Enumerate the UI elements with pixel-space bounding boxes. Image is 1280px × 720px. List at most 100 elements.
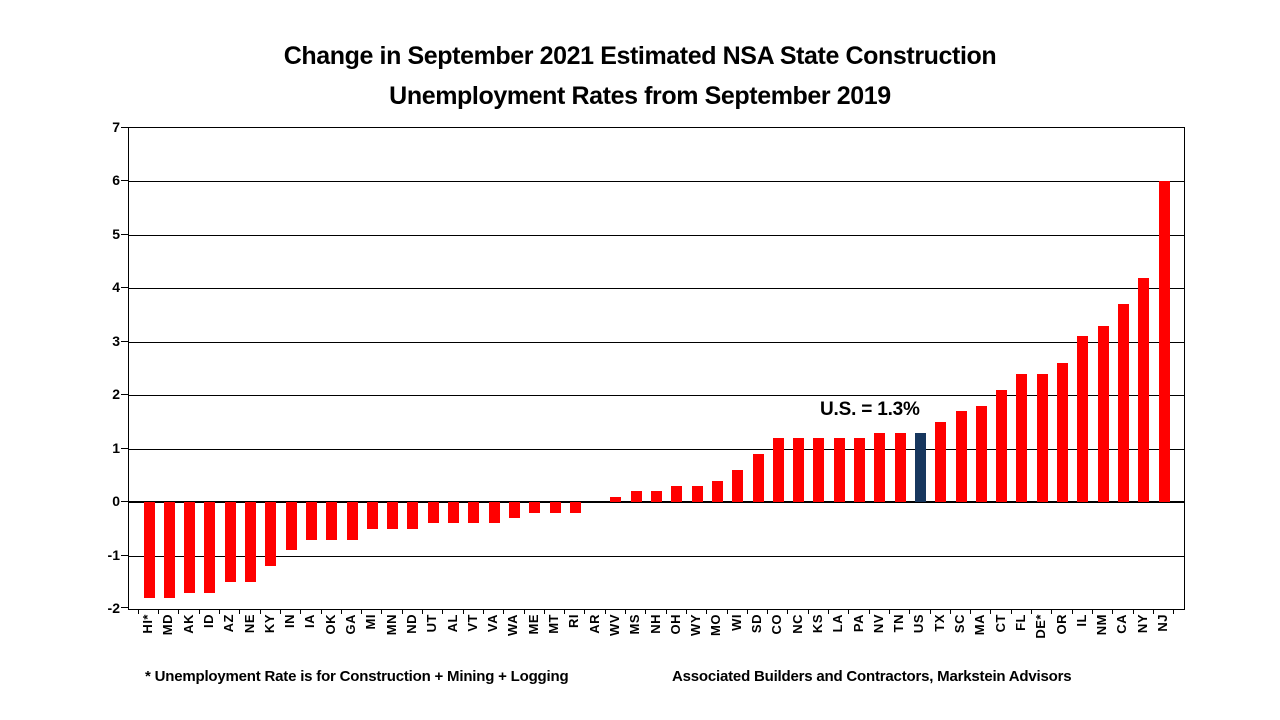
bar-PA [854, 437, 865, 503]
x-tick [422, 609, 424, 614]
chart-title: Change in September 2021 Estimated NSA S… [0, 36, 1280, 116]
x-axis-label-AZ: AZ [221, 614, 237, 633]
x-tick [523, 609, 525, 614]
x-axis-label-ID: ID [200, 614, 216, 628]
x-axis-label-RI: RI [566, 614, 582, 628]
x-tick [482, 609, 484, 614]
x-tick [1173, 609, 1175, 614]
gridline-5 [129, 234, 1184, 236]
x-axis-label-NY: NY [1134, 614, 1150, 634]
y-tick [121, 180, 128, 182]
x-tick [381, 609, 383, 614]
y-axis-label-3: 3 [112, 332, 120, 349]
x-axis-label-CT: CT [992, 614, 1008, 633]
x-tick [685, 609, 687, 614]
bar-WA [508, 502, 520, 519]
x-tick [584, 609, 586, 614]
y-axis-label-5: 5 [112, 225, 120, 242]
x-tick [767, 609, 769, 614]
y-tick [121, 340, 128, 342]
plot-area [128, 127, 1185, 610]
x-tick [848, 609, 850, 614]
x-tick [665, 609, 667, 614]
x-axis-label-WV: WV [606, 614, 622, 636]
x-axis-label-ME: ME [525, 614, 541, 635]
x-axis-label-IA: IA [302, 614, 318, 628]
gridline-3 [129, 341, 1184, 343]
x-tick [543, 609, 545, 614]
x-tick [219, 609, 221, 614]
x-axis-label-DE*: DE* [1033, 614, 1049, 639]
gridline--1 [129, 555, 1184, 557]
x-axis-label-ND: ND [403, 614, 419, 634]
y-axis-label-0: 0 [112, 493, 120, 510]
y-tick [121, 394, 128, 396]
bar-NC [793, 437, 805, 503]
x-axis-label-MN: MN [383, 614, 399, 636]
x-tick [1112, 609, 1114, 614]
bar-KY [265, 502, 277, 567]
gridline-2 [129, 395, 1184, 397]
y-tick [121, 501, 128, 503]
bar-LA [833, 437, 845, 503]
x-axis-label-FL: FL [1012, 614, 1028, 631]
x-axis-label-NV: NV [870, 614, 886, 634]
bar-ME [529, 502, 541, 513]
y-axis-label-6: 6 [112, 172, 120, 189]
y-tick [121, 447, 128, 449]
x-axis-label-TX: TX [931, 614, 947, 632]
bar-MI [366, 502, 378, 529]
x-tick [564, 609, 566, 614]
x-axis-label-IL: IL [1073, 614, 1089, 627]
bar-MT [549, 502, 561, 513]
x-tick [1031, 609, 1033, 614]
x-tick [401, 609, 403, 614]
bar-UT [427, 502, 439, 524]
us-value-annotation: U.S. = 1.3% [820, 399, 920, 420]
x-tick [1132, 609, 1134, 614]
x-tick [1071, 609, 1073, 614]
x-axis-label-MA: MA [972, 614, 988, 636]
x-axis-label-SD: SD [749, 614, 764, 634]
x-tick [807, 609, 809, 614]
x-tick [178, 609, 180, 614]
bar-CT [996, 389, 1008, 503]
footnote-source: Associated Builders and Contractors, Mar… [672, 668, 1072, 685]
x-axis-label-NE: NE [241, 614, 257, 634]
x-tick [300, 609, 302, 614]
bar-OK [326, 502, 338, 540]
bar-MS [630, 491, 642, 503]
y-tick [121, 287, 128, 289]
x-axis-label-GA: GA [343, 614, 358, 635]
x-axis-label-CA: CA [1114, 614, 1130, 634]
bar-AL [448, 502, 459, 524]
bar-WI [732, 470, 744, 503]
y-tick [121, 554, 128, 556]
bar-MO [711, 480, 723, 503]
gridline-4 [129, 288, 1184, 290]
x-tick [239, 609, 241, 614]
x-axis-label-VT: VT [464, 614, 480, 632]
x-axis-label-NH: NH [647, 614, 663, 634]
x-tick [320, 609, 322, 614]
y-axis-label--2: -2 [107, 600, 120, 616]
bar-MA [975, 405, 987, 503]
x-tick [929, 609, 931, 614]
x-axis-label-CO: CO [769, 614, 785, 635]
x-axis-label-MD: MD [160, 614, 176, 636]
x-tick [1152, 609, 1154, 614]
x-axis-label-OK: OK [322, 614, 338, 635]
bar-IL [1077, 336, 1089, 503]
bar-OR [1057, 363, 1068, 503]
bar-IN [285, 502, 297, 551]
bar-VT [468, 502, 480, 524]
bar-RI [569, 502, 581, 513]
x-axis-label-WY: WY [688, 614, 704, 636]
x-axis-label-OH: OH [667, 614, 683, 635]
x-axis-label-WI: WI [728, 614, 744, 631]
x-tick [888, 609, 890, 614]
zero-gridline [129, 501, 1184, 504]
x-axis-label-NM: NM [1094, 614, 1110, 636]
bar-FL [1016, 373, 1028, 503]
